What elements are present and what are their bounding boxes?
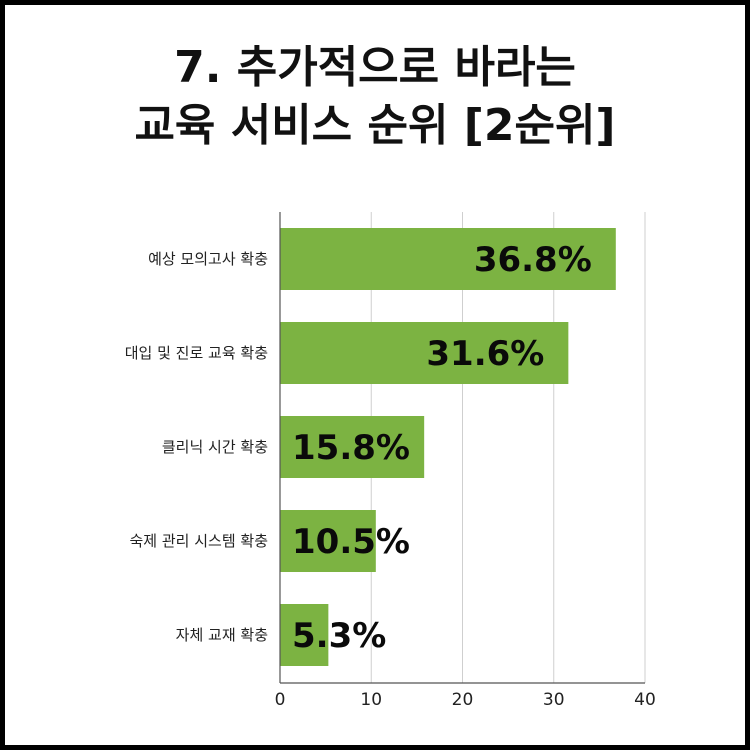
bar: [280, 416, 425, 478]
bar: [280, 228, 616, 290]
category-label: 예상 모의고사 확충: [148, 250, 268, 268]
bar: [280, 322, 569, 384]
chart-title: 7. 추가적으로 바라는 교육 서비스 순위 [2순위]: [5, 39, 745, 155]
data-label: 36.8%: [474, 240, 592, 280]
x-tick-label: 40: [634, 690, 656, 710]
data-label: 31.6%: [426, 334, 544, 374]
title-line-2: 교육 서비스 순위 [2순위]: [134, 100, 616, 151]
x-tick-label: 10: [360, 690, 382, 710]
data-label: 10.5%: [292, 522, 410, 562]
bar: [280, 510, 376, 572]
data-label: 15.8%: [292, 428, 410, 468]
x-tick-label: 0: [275, 690, 286, 710]
x-tick-label: 20: [452, 690, 474, 710]
category-label: 자체 교재 확충: [176, 626, 268, 644]
x-tick-label: 30: [543, 690, 565, 710]
category-label: 숙제 관리 시스템 확충: [129, 532, 268, 550]
bar: [280, 604, 329, 666]
category-label: 클리닉 시간 확충: [162, 438, 268, 456]
category-label: 대입 및 진로 교육 확충: [125, 344, 268, 362]
title-line-1: 7. 추가적으로 바라는: [174, 42, 576, 93]
data-label: 5.3%: [292, 616, 386, 656]
